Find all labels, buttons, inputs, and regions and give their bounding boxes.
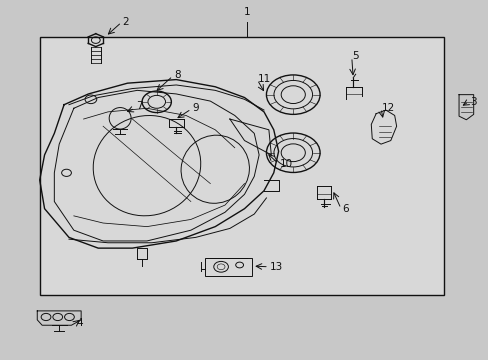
Text: 9: 9 xyxy=(192,103,199,113)
Text: 2: 2 xyxy=(122,17,129,27)
Text: 6: 6 xyxy=(341,204,348,214)
Bar xyxy=(205,258,251,276)
Text: 13: 13 xyxy=(269,262,283,272)
Text: 7: 7 xyxy=(136,102,142,112)
Text: 4: 4 xyxy=(76,319,83,328)
Text: 10: 10 xyxy=(279,159,292,169)
Text: 12: 12 xyxy=(381,103,394,113)
Text: 1: 1 xyxy=(243,7,250,17)
Text: 8: 8 xyxy=(173,70,180,80)
Text: 3: 3 xyxy=(469,97,475,107)
Bar xyxy=(40,37,444,295)
Text: 11: 11 xyxy=(258,74,271,84)
Text: 5: 5 xyxy=(351,51,358,61)
